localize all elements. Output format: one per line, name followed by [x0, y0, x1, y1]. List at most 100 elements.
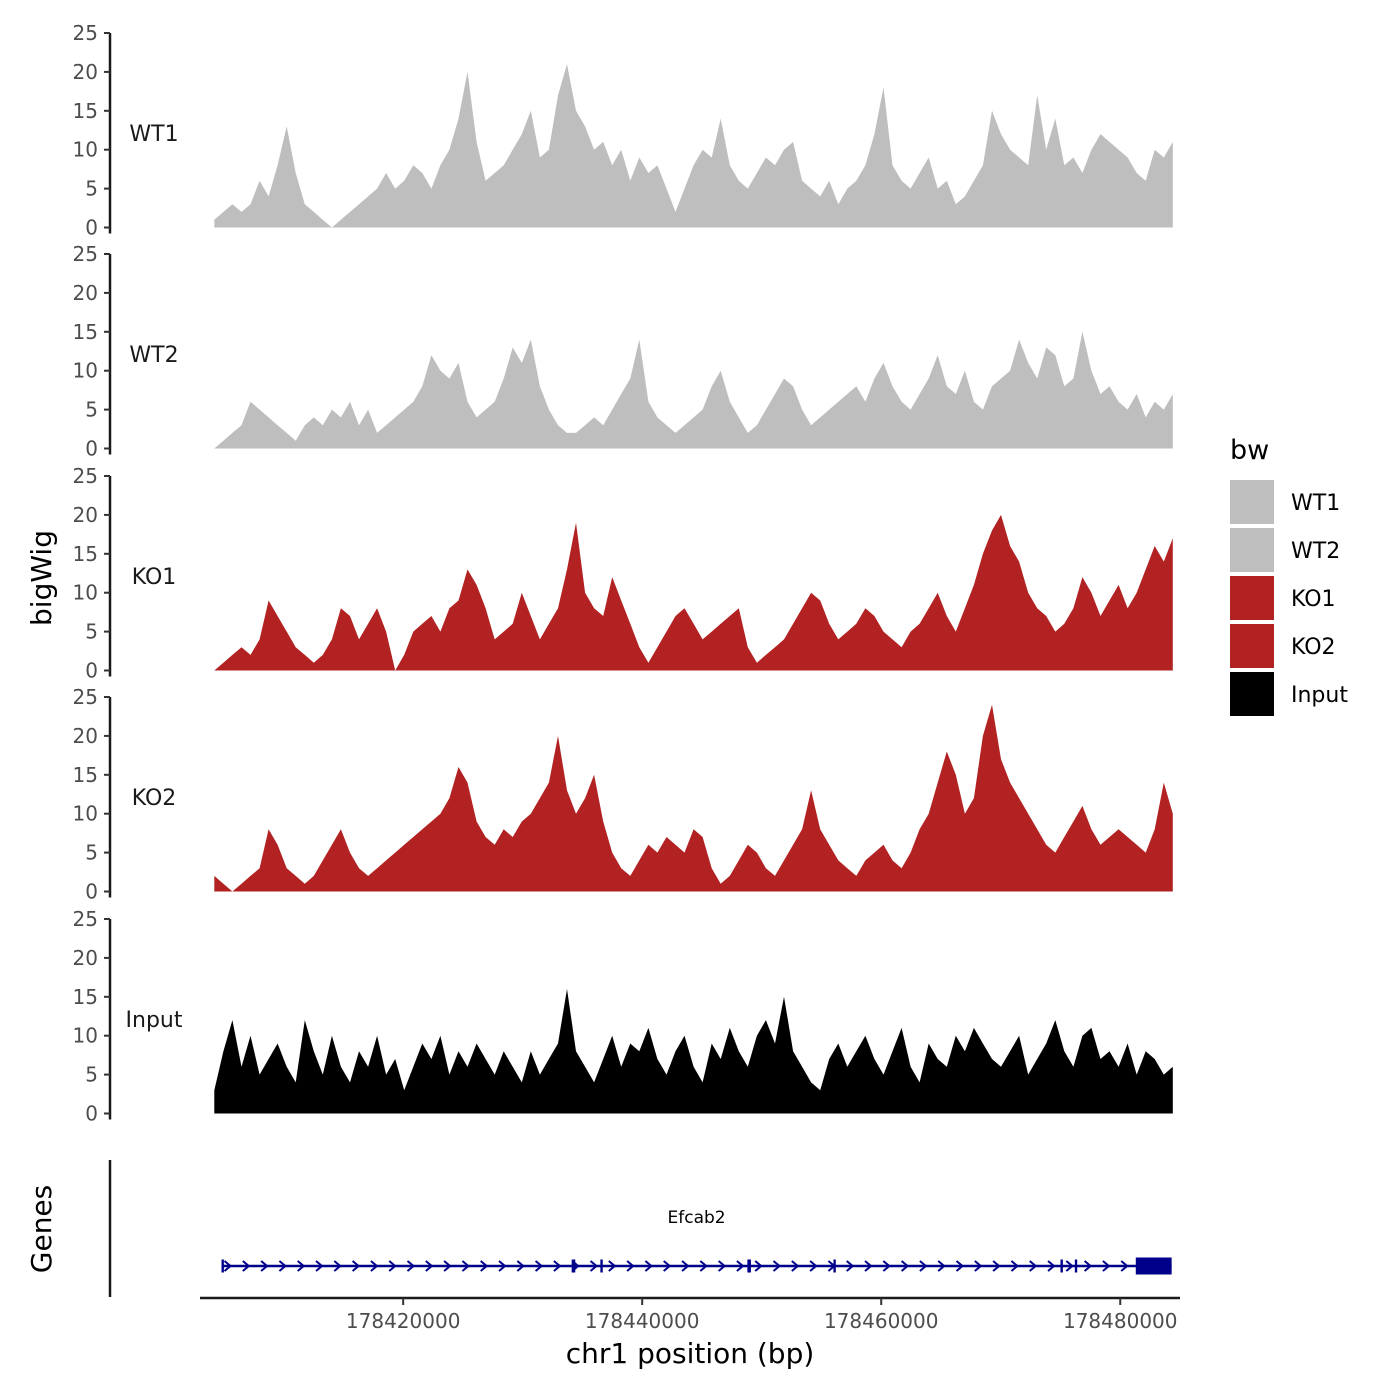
y-tick-label: 0: [85, 216, 98, 240]
legend-label: WT1: [1291, 491, 1340, 516]
legend-item-ko1: KO1: [1230, 576, 1336, 620]
gene-efcab2: Efcab2: [221, 1208, 1172, 1275]
y-tick-label: 0: [85, 659, 98, 683]
exon: [1135, 1257, 1172, 1275]
strand-chevron: [955, 1260, 965, 1272]
legend-label: KO2: [1291, 635, 1336, 660]
strand-chevron: [1083, 1260, 1093, 1272]
strand-chevron: [1102, 1260, 1111, 1272]
panel-label: KO2: [132, 786, 177, 811]
exon: [221, 1259, 224, 1273]
strand-chevron: [351, 1260, 361, 1272]
strand-chevron: [260, 1260, 269, 1272]
y-tick-label: 5: [85, 177, 98, 201]
strand-chevron: [370, 1260, 379, 1272]
y-axis-title: bigWig: [25, 530, 58, 626]
strand-chevron: [480, 1260, 489, 1272]
y-tick-label: 20: [73, 60, 98, 84]
exon: [571, 1259, 576, 1273]
y-tick-label: 20: [73, 724, 98, 748]
panel-input: 0 5 10 15 20 25 Input: [73, 907, 1173, 1126]
y-tick-label: 15: [73, 542, 98, 566]
strand-chevron: [717, 1260, 727, 1272]
legend-title: bw: [1230, 435, 1269, 466]
gene-label: Efcab2: [668, 1208, 726, 1228]
legend: bw WT1 WT2 KO1 KO2 Input: [1230, 435, 1348, 716]
y-tick-label: 25: [73, 464, 98, 488]
y-tick-label: 25: [73, 21, 98, 45]
signal-area-ko2: [214, 704, 1173, 892]
strand-chevron: [846, 1260, 855, 1272]
y-tick-label: 10: [73, 802, 98, 826]
y-tick-label: 0: [85, 437, 98, 461]
x-tick-label: 178480000: [1063, 1309, 1178, 1333]
strand-chevron: [278, 1260, 287, 1272]
legend-item-wt1: WT1: [1230, 480, 1340, 524]
strand-chevron: [498, 1260, 507, 1272]
strand-chevron: [736, 1260, 745, 1272]
y-tick-label: 10: [73, 359, 98, 383]
strand-chevron: [772, 1260, 782, 1272]
strand-chevron: [1047, 1260, 1056, 1272]
panel-wt1: 0 5 10 15 20 25 WT1: [73, 21, 1173, 240]
y-tick-label: 15: [73, 763, 98, 787]
genes-track: Efcab2: [108, 1160, 1172, 1297]
y-tick-label: 5: [85, 841, 98, 865]
y-tick-label: 10: [73, 138, 98, 162]
y-tick-label: 25: [73, 907, 98, 931]
x-axis-title: chr1 position (bp): [566, 1337, 815, 1370]
strand-chevron: [516, 1260, 525, 1272]
legend-item-ko2: KO2: [1230, 624, 1336, 668]
x-tick-label: 178460000: [824, 1309, 939, 1333]
strand-chevron: [1120, 1260, 1129, 1272]
strand-chevron: [534, 1260, 544, 1272]
legend-swatch: [1230, 624, 1274, 668]
y-tick-label: 20: [73, 281, 98, 305]
y-tick-label: 5: [85, 1063, 98, 1087]
strand-chevron: [608, 1260, 617, 1272]
panel-label: Input: [126, 1008, 183, 1033]
signal-area-input: [214, 989, 1173, 1114]
y-tick-label: 5: [85, 398, 98, 422]
y-tick-label: 10: [73, 1024, 98, 1048]
exon: [833, 1259, 836, 1273]
legend-swatch: [1230, 480, 1274, 524]
exon: [600, 1259, 603, 1273]
exon: [1074, 1259, 1078, 1273]
strand-chevron: [388, 1260, 397, 1272]
signal-area-wt2: [214, 331, 1173, 449]
strand-chevron: [919, 1260, 928, 1272]
legend-swatch: [1230, 576, 1274, 620]
strand-chevron: [974, 1260, 983, 1272]
strand-chevron: [699, 1260, 708, 1272]
panel-label: WT1: [129, 122, 178, 147]
x-axis: 178420000 178440000 178460000 178480000: [200, 1296, 1180, 1333]
strand-chevron: [1010, 1260, 1019, 1272]
strand-chevron: [626, 1260, 635, 1272]
strand-chevron: [297, 1260, 306, 1272]
y-tick-label: 5: [85, 620, 98, 644]
x-tick-label: 178420000: [346, 1309, 461, 1333]
strand-chevron: [406, 1260, 416, 1272]
exon: [1060, 1259, 1063, 1273]
strand-chevron: [443, 1260, 452, 1272]
y-tick-label: 20: [73, 946, 98, 970]
signal-area-wt1: [214, 64, 1173, 228]
y-tick-label: 15: [73, 99, 98, 123]
strand-chevron: [864, 1260, 873, 1272]
strand-chevron: [333, 1260, 342, 1272]
strand-chevron: [809, 1260, 818, 1272]
strand-chevron: [315, 1260, 324, 1272]
legend-item-input: Input: [1230, 672, 1348, 716]
strand-chevron: [589, 1260, 599, 1272]
x-tick-label: 178440000: [585, 1309, 700, 1333]
panel-wt2: 0 5 10 15 20 25 WT2: [73, 242, 1173, 461]
strand-chevron: [1065, 1260, 1074, 1272]
y-tick-label: 0: [85, 1102, 98, 1126]
y-tick-label: 10: [73, 581, 98, 605]
strand-chevron: [242, 1260, 251, 1272]
strand-chevron: [1029, 1260, 1038, 1272]
panel-ko1: 0 5 10 15 20 25 KO1: [73, 464, 1173, 683]
signal-area-ko1: [214, 514, 1173, 671]
